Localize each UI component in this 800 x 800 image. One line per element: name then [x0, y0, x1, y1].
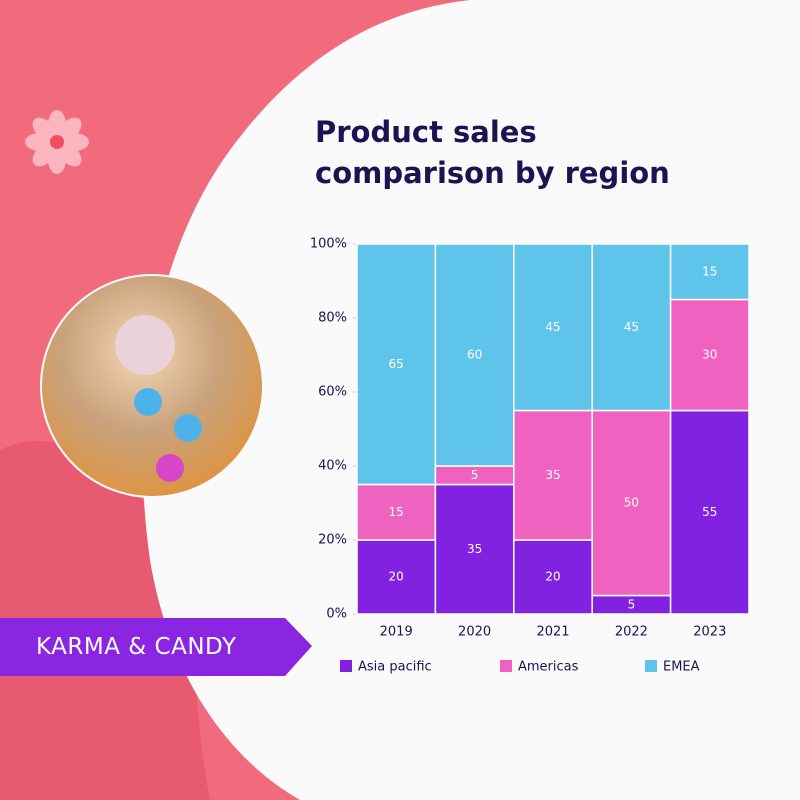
y-tick-label: 20% — [318, 533, 347, 548]
data-label: 30 — [702, 348, 717, 362]
data-label: 65 — [389, 357, 404, 371]
y-tick-label: 0% — [326, 607, 347, 622]
legend-label: EMEA — [663, 660, 700, 675]
brand-name: KARMA & CANDY — [36, 634, 237, 660]
photo-lollipop — [174, 414, 202, 442]
photo — [40, 274, 264, 498]
data-label: 55 — [702, 505, 717, 519]
legend-swatch — [500, 660, 512, 672]
data-label: 5 — [471, 468, 479, 482]
x-tick-label: 2020 — [458, 625, 491, 640]
data-label: 5 — [628, 597, 636, 611]
flower-icon — [25, 110, 89, 174]
bar-segment — [669, 409, 750, 615]
bar-segment — [513, 539, 593, 615]
legend-label: Americas — [518, 660, 579, 675]
data-label: 45 — [545, 320, 560, 334]
data-label: 15 — [702, 264, 717, 278]
bar-segment — [356, 539, 437, 615]
chart-title: Product sales comparison by region — [315, 115, 670, 190]
legend-swatch — [340, 660, 352, 672]
x-tick-label: 2019 — [380, 625, 413, 640]
x-tick-label: 2023 — [693, 625, 726, 640]
y-tick-label: 40% — [318, 459, 347, 474]
data-label: 50 — [624, 496, 639, 510]
x-tick-label: 2021 — [536, 625, 569, 640]
data-label: 60 — [467, 348, 482, 362]
data-label: 15 — [389, 505, 404, 519]
y-tick-label: 60% — [318, 385, 347, 400]
bar-segment — [669, 298, 750, 412]
data-label: 45 — [624, 320, 639, 334]
legend-swatch — [645, 660, 657, 672]
y-tick-label: 80% — [318, 311, 347, 326]
legend-label: Asia pacific — [358, 660, 432, 675]
data-label: 20 — [389, 570, 404, 584]
bar-segment — [356, 243, 437, 486]
bar-segment — [513, 409, 593, 541]
data-label: 35 — [467, 542, 482, 556]
bar-segment — [434, 243, 515, 467]
y-tick-label: 100% — [310, 237, 347, 252]
photo-lollipop — [134, 388, 162, 416]
photo-face — [115, 315, 175, 375]
x-tick-label: 2022 — [615, 625, 648, 640]
bar-segment — [669, 243, 750, 301]
bar-segment — [513, 243, 593, 412]
data-label: 35 — [545, 468, 560, 482]
photo-pompom — [156, 454, 184, 482]
data-label: 20 — [545, 570, 560, 584]
bar-segment — [434, 483, 515, 615]
brand-banner — [0, 618, 312, 676]
